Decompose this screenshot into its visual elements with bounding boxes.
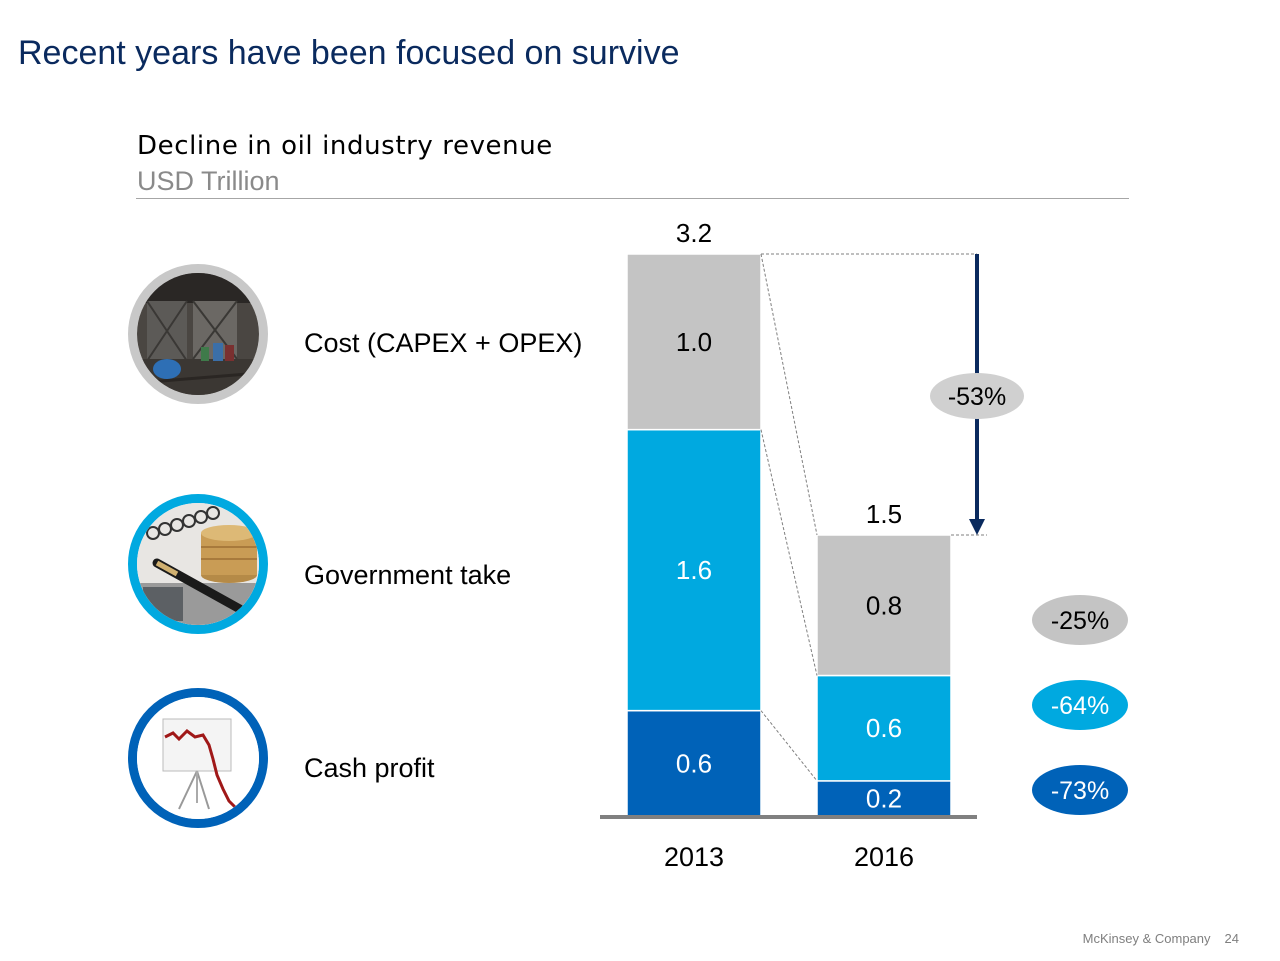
decline-arrowhead-icon xyxy=(969,519,985,535)
bar-segment-2016-1 xyxy=(816,674,952,782)
value-label-2016-2: 0.8 xyxy=(866,590,902,620)
footer: McKinsey & Company 24 xyxy=(1069,931,1239,946)
footer-company: McKinsey & Company xyxy=(1082,931,1211,946)
value-label-2016-1: 0.6 xyxy=(866,713,902,743)
total-label-2016: 1.5 xyxy=(866,499,902,529)
bar-segment-2016-2 xyxy=(816,534,952,677)
falling-chart-photo-icon xyxy=(128,688,268,828)
chart-unit: USD Trillion xyxy=(137,166,280,196)
value-label-2013-2: 1.0 xyxy=(676,327,712,357)
value-label-2013-1: 1.6 xyxy=(676,555,712,585)
value-label-2016-0: 0.2 xyxy=(866,783,902,813)
change-label-0: -73% xyxy=(1051,777,1109,805)
coins-photo-icon xyxy=(128,494,268,634)
total-label-2013: 3.2 xyxy=(676,218,712,248)
connector-line-1 xyxy=(760,429,818,676)
category-label-2016: 2016 xyxy=(854,842,914,872)
change-badge-0 xyxy=(1032,765,1128,815)
connector-line-0 xyxy=(760,253,818,536)
total-change-label: -53% xyxy=(948,383,1006,411)
page-number: 24 xyxy=(1224,931,1239,946)
chart-title: Decline in oil industry revenue xyxy=(137,131,553,161)
connector-line-2 xyxy=(760,710,818,782)
value-label-2013-0: 0.6 xyxy=(676,748,712,778)
change-label-2: -25% xyxy=(1051,607,1109,635)
legend-label-cost: Cost (CAPEX + OPEX) xyxy=(304,328,583,358)
slide-title: Recent years have been focused on surviv… xyxy=(18,34,680,72)
bar-segment-2013-1 xyxy=(626,428,762,712)
bar-segment-2013-2 xyxy=(626,253,762,431)
legend-label-government-take: Government take xyxy=(304,560,512,590)
warehouse-photo-icon xyxy=(128,264,268,404)
change-badge-2 xyxy=(1032,595,1128,645)
bar-segment-2013-0 xyxy=(626,709,762,817)
change-badge-1 xyxy=(1032,680,1128,730)
value-label-bg-2016-0 xyxy=(861,784,907,815)
total-change-badge xyxy=(930,373,1024,419)
legend-label-cash-profit: Cash profit xyxy=(304,753,435,783)
category-label-2013: 2013 xyxy=(664,842,724,872)
header-divider xyxy=(136,198,1129,199)
change-label-1: -64% xyxy=(1051,692,1109,720)
